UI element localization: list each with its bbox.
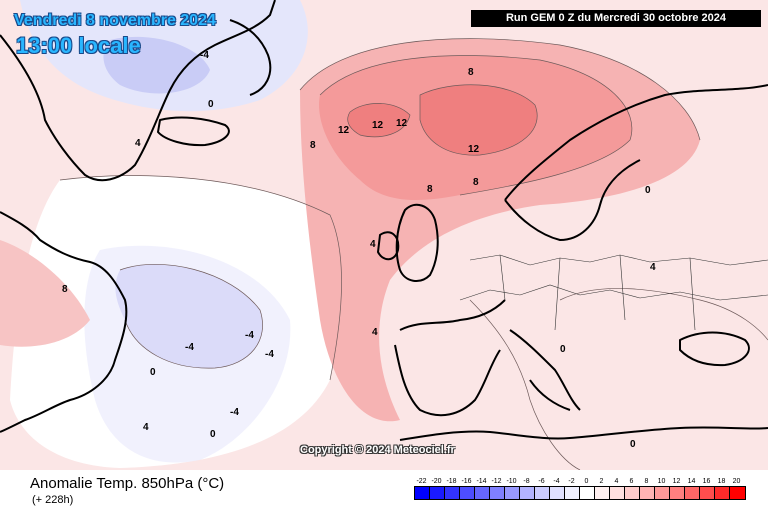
scale-label: -16: [461, 478, 472, 485]
scale-swatch: [565, 487, 580, 499]
scale-label: -12: [491, 478, 502, 485]
scale-swatch: [640, 487, 655, 499]
scale-labels: -22 -20 -18 -16 -14 -12 -10 -8 -6 -4 -2 0 2 4 6 8 10 12 14…: [414, 478, 746, 485]
scale-swatch: [520, 487, 535, 499]
contour-labels: 8 12 12 12 12 8 8 8 4 4 4 0 0 0 -4 -4 -4…: [62, 50, 656, 450]
contour-label: 8: [473, 177, 479, 188]
scale-swatch: [415, 487, 430, 499]
cold-anomaly-north-core: [103, 36, 210, 94]
scale-swatch: [535, 487, 550, 499]
forecast-date: Vendredi 8 novembre 2024: [14, 12, 216, 29]
contour-label: 0: [560, 344, 566, 355]
contour-label: 4: [372, 327, 378, 338]
cold-anomaly-atlantic-outer: [84, 245, 291, 463]
scale-swatch: [700, 487, 715, 499]
contour-label: 8: [310, 140, 316, 151]
temperature-anomaly-map: 8 12 12 12 12 8 8 8 4 4 4 0 0 0 -4 -4 -4…: [0, 0, 768, 470]
contour-label: 0: [210, 429, 216, 440]
scale-swatch: [490, 487, 505, 499]
scale-swatch: [670, 487, 685, 499]
scale-label: 4: [614, 478, 619, 485]
field-title: Anomalie Temp. 850hPa (°C): [30, 475, 225, 492]
model-run-banner: Run GEM 0 Z du Mercredi 30 octobre 2024: [471, 10, 761, 27]
copyright-notice: Copyright © 2024 Meteociel.fr: [300, 444, 455, 456]
contour-label: 0: [150, 367, 156, 378]
forecast-local-time: 13:00 locale: [16, 33, 141, 58]
contour-label: 8: [62, 284, 68, 295]
scale-label: 10: [657, 478, 666, 485]
warm-anomaly-core-west: [347, 103, 410, 137]
scale-label: 8: [644, 478, 649, 485]
contour-label: 0: [645, 185, 651, 196]
contour-label: 8: [427, 184, 433, 195]
contour-label: 4: [650, 262, 656, 273]
warm-anomaly-core: [420, 84, 538, 156]
scale-label: -6: [538, 478, 545, 485]
scale-bar: [414, 486, 746, 500]
scale-swatch: [460, 487, 475, 499]
scale-swatch: [445, 487, 460, 499]
scale-label: -18: [446, 478, 457, 485]
scale-label: -4: [553, 478, 560, 485]
warm-anomaly-west: [0, 240, 90, 347]
contour-label: 8: [468, 67, 474, 78]
scale-label: -2: [568, 478, 575, 485]
scale-label: 16: [702, 478, 711, 485]
contour-label: 4: [135, 138, 141, 149]
scale-label: 14: [687, 478, 696, 485]
contour-label: 12: [372, 120, 384, 131]
contour-label: 12: [468, 144, 480, 155]
scale-label: 18: [717, 478, 726, 485]
scale-label: 6: [629, 478, 634, 485]
contour-label: 4: [370, 239, 376, 250]
coastlines: [0, 0, 768, 441]
contour-label: 4: [143, 422, 149, 433]
contour-label: 12: [396, 118, 408, 129]
scale-swatch: [730, 487, 745, 499]
scale-swatch: [655, 487, 670, 499]
isotherm-contours: [59, 38, 768, 470]
scale-label: 2: [599, 478, 604, 485]
scale-label: 20: [732, 478, 741, 485]
scale-swatch: [475, 487, 490, 499]
scale-swatch: [625, 487, 640, 499]
color-scale-legend: -22 -20 -18 -16 -14 -12 -10 -8 -6 -4 -2 0 2 4 6 8 10 12 14…: [414, 478, 746, 500]
scale-swatch: [685, 487, 700, 499]
scale-swatch: [505, 487, 520, 499]
contour-label: 0: [208, 99, 214, 110]
scale-label: -20: [431, 478, 442, 485]
scale-label: -14: [476, 478, 487, 485]
scale-label: -22: [416, 478, 427, 485]
scale-label: -8: [523, 478, 530, 485]
scale-label: 12: [672, 478, 681, 485]
scale-swatch: [430, 487, 445, 499]
scale-swatch: [550, 487, 565, 499]
map-footer: Anomalie Temp. 850hPa (°C) (+ 228h) -22-…: [0, 470, 768, 512]
scale-label: 0: [584, 478, 589, 485]
contour-label: -4: [245, 330, 254, 341]
scale-label: -10: [506, 478, 517, 485]
contour-label: -4: [185, 342, 194, 353]
scale-swatch: [610, 487, 625, 499]
contour-label: -4: [265, 349, 274, 360]
contour-label: -4: [230, 407, 239, 418]
country-borders: [459, 254, 768, 331]
lead-time: (+ 228h): [32, 494, 74, 506]
scale-swatch: [595, 487, 610, 499]
contour-label: 12: [338, 125, 350, 136]
contour-label: 0: [630, 439, 636, 450]
scale-swatch: [715, 487, 730, 499]
scale-swatch: [580, 487, 595, 499]
contour-label: -4: [200, 50, 209, 61]
